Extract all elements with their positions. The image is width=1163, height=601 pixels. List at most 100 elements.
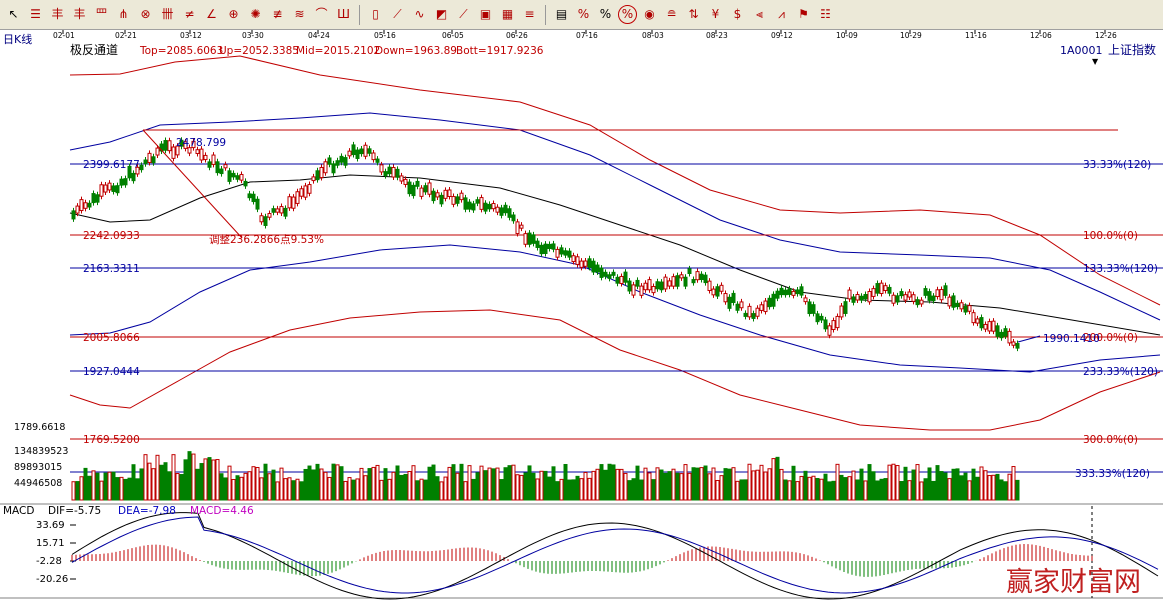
price-level-value: 2242.0933 — [83, 230, 140, 242]
stock-name[interactable]: 上证指数 — [1108, 42, 1156, 57]
wedge-tool-icon[interactable]: ◩ — [435, 7, 448, 21]
macd-dea: DEA=-7.98 — [118, 505, 176, 517]
wave-tool-icon[interactable]: ∿ — [414, 7, 425, 21]
candle-body — [287, 196, 292, 209]
candle-body — [223, 164, 228, 169]
arrow-tool-icon[interactable]: ⇅ — [688, 7, 699, 21]
flag-tool-icon[interactable]: ⚑ — [798, 7, 809, 21]
volume-bar — [687, 472, 692, 501]
volume-bar — [855, 479, 860, 501]
volume-bar — [367, 468, 372, 501]
volume-bar — [463, 481, 468, 501]
volume-bar — [863, 480, 868, 501]
step-tool-icon[interactable]: ≡ — [524, 7, 535, 21]
candle-body — [379, 164, 384, 173]
volume-bar — [879, 478, 884, 501]
candle-body — [355, 149, 360, 159]
fork-tool-icon[interactable]: 罒 — [95, 7, 108, 21]
fib-grid-tool-icon[interactable]: ⩘ — [778, 7, 785, 21]
volume-bar — [623, 472, 628, 501]
volume-bar — [567, 479, 572, 501]
list-tool-icon[interactable]: ▤ — [555, 7, 568, 21]
candle-body — [559, 247, 564, 255]
fib-fan-tool-icon[interactable]: ⫷ — [756, 7, 763, 21]
box-tool-icon[interactable]: ▯ — [372, 7, 379, 21]
volume-bar — [131, 464, 136, 501]
gann-tool-icon[interactable]: ⋔ — [118, 7, 129, 21]
candle-body — [703, 274, 708, 284]
target-tool-icon[interactable]: ✺ — [250, 7, 261, 21]
volume-bar — [483, 470, 488, 501]
time-zone-tool-icon[interactable]: Ш — [337, 7, 350, 21]
speed-tool-icon[interactable]: ≋ — [294, 7, 305, 21]
candle-body — [927, 291, 932, 301]
percent-sign-tool-icon[interactable]: % — [599, 7, 612, 21]
candle-body — [603, 271, 608, 277]
ratio-tool-icon[interactable]: ≠ — [184, 7, 195, 21]
volume-bar — [495, 467, 500, 501]
percent-tool-icon[interactable]: % — [577, 7, 590, 21]
candle-body — [163, 140, 168, 151]
volume-bar — [95, 472, 100, 501]
candle-body — [547, 243, 552, 250]
dropdown-arrow-icon[interactable]: ▼ — [1092, 57, 1099, 66]
arc-tool-icon[interactable]: ⌒ — [315, 7, 328, 21]
candle-body — [939, 289, 944, 301]
candle-body — [459, 192, 464, 201]
mirror-tool-icon[interactable]: ≘ — [666, 7, 677, 21]
cycle-tool-icon[interactable]: ⊗ — [140, 7, 151, 21]
candle-body — [427, 182, 432, 195]
candle-body — [471, 203, 476, 211]
volume-bar — [939, 471, 944, 501]
indicator-up: Up=2052.3385 — [219, 45, 299, 57]
candle-body — [883, 285, 888, 292]
volume-bar — [851, 470, 856, 501]
volume-bar — [511, 464, 516, 501]
percent-circle-tool-icon[interactable]: % — [618, 5, 637, 24]
candle-body — [915, 299, 920, 306]
parallel-tool-icon[interactable]: 丰 — [73, 7, 86, 21]
fan-tool-icon[interactable]: ⊕ — [228, 7, 239, 21]
volume-bar — [423, 479, 428, 501]
volume-bar — [87, 475, 92, 501]
volume-bar — [211, 459, 216, 501]
coin-tool-icon[interactable]: ◉ — [644, 7, 655, 21]
candle-body — [167, 140, 172, 152]
rect-tool-icon[interactable]: ▦ — [501, 7, 514, 21]
candle-body — [631, 284, 636, 296]
candle-body — [295, 191, 300, 204]
volume-bar — [283, 478, 288, 501]
fib-retrace-tool-icon[interactable]: ≢ — [272, 7, 283, 21]
candle-body — [715, 286, 720, 297]
dollar-tool-icon[interactable]: $ — [733, 7, 742, 21]
line-tool-icon[interactable]: ☰ — [30, 7, 41, 21]
candle-body — [207, 161, 212, 168]
volume-bar — [547, 476, 552, 501]
price-level-value: 2005.8066 — [83, 332, 140, 344]
angle-tool-icon[interactable]: ∠ — [206, 7, 217, 21]
trend-tool-icon[interactable]: ⟋ — [459, 7, 468, 21]
volume-bar — [167, 471, 172, 501]
volume-bar — [447, 466, 452, 501]
grid-tool-icon[interactable]: 卌 — [161, 7, 174, 21]
candle-body — [199, 148, 204, 161]
candle-body — [283, 207, 288, 217]
volume-bar — [907, 480, 912, 501]
resistance-tool-icon[interactable]: ⟋ — [393, 7, 402, 21]
candle-body — [643, 282, 648, 291]
volume-bar — [803, 470, 808, 501]
channel-tool-icon[interactable]: 丰 — [51, 7, 64, 21]
cursor-tool-icon[interactable]: ↖ — [8, 7, 19, 21]
yen-tool-icon[interactable]: ¥ — [711, 7, 720, 21]
square-tool-icon[interactable]: ▣ — [479, 7, 492, 21]
volume-bar — [171, 454, 176, 501]
candle-body — [899, 291, 904, 297]
candle-body — [523, 233, 528, 245]
stock-code[interactable]: 1A0001 — [1060, 44, 1103, 57]
volume-bar — [999, 479, 1004, 501]
hexagram-tool-icon[interactable]: ☷ — [820, 7, 831, 21]
volume-bar — [227, 465, 232, 501]
candle-body — [403, 178, 408, 185]
candle-body — [307, 184, 312, 194]
volume-bar — [971, 468, 976, 501]
